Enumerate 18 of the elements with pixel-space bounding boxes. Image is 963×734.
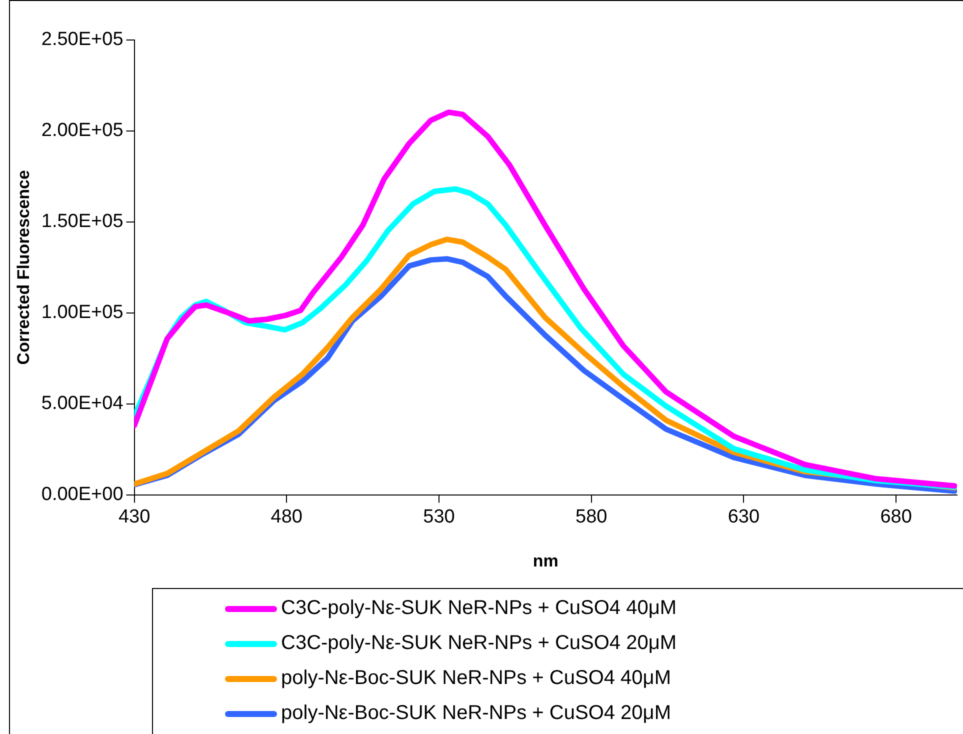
- legend-label: C3C-poly-Nε-SUK NeR-NPs + CuSO4 40μM: [281, 597, 677, 620]
- x-tick-label: 630: [728, 506, 760, 528]
- x-axis-title: nm: [532, 551, 558, 570]
- x-tick-label: 580: [575, 506, 608, 528]
- legend-label: C3C-poly-Nε-SUK NeR-NPs + CuSO4 20μM: [281, 632, 677, 655]
- x-tick-label: 430: [118, 506, 150, 528]
- x-tick-label: 680: [880, 506, 912, 528]
- y-tick-label: 2.50E+05: [41, 29, 124, 50]
- legend-label: poly-Nε-Boc-SUK NeR-NPs + CuSO4 20μM: [281, 702, 671, 725]
- y-tick-label: 1.50E+05: [41, 211, 124, 232]
- legend-label: poly-Nε-Boc-SUK NeR-NPs + CuSO4 40μM: [281, 667, 671, 690]
- x-tick-label: 480: [270, 506, 302, 528]
- x-tick-label: 530: [423, 506, 455, 528]
- y-axis-title: Corrected Fluorescence: [14, 170, 33, 365]
- y-tick-label: 1.00E+05: [41, 302, 124, 324]
- y-tick-label: 2.00E+05: [41, 120, 124, 142]
- y-tick-label: 5.00E+04: [41, 393, 124, 414]
- y-tick-label: 0.00E+00: [41, 484, 124, 506]
